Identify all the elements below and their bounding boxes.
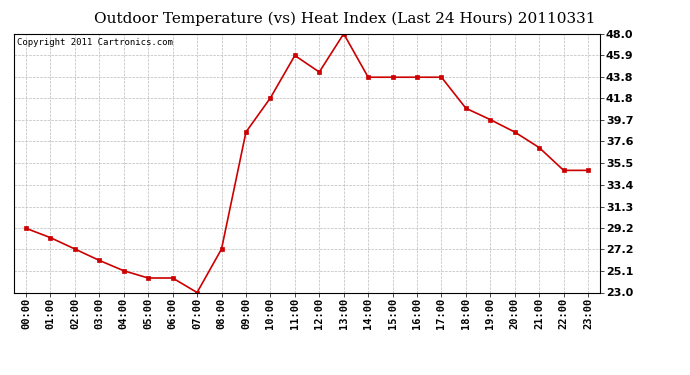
Text: Copyright 2011 Cartronics.com: Copyright 2011 Cartronics.com — [17, 38, 172, 46]
Text: Outdoor Temperature (vs) Heat Index (Last 24 Hours) 20110331: Outdoor Temperature (vs) Heat Index (Las… — [95, 11, 595, 26]
